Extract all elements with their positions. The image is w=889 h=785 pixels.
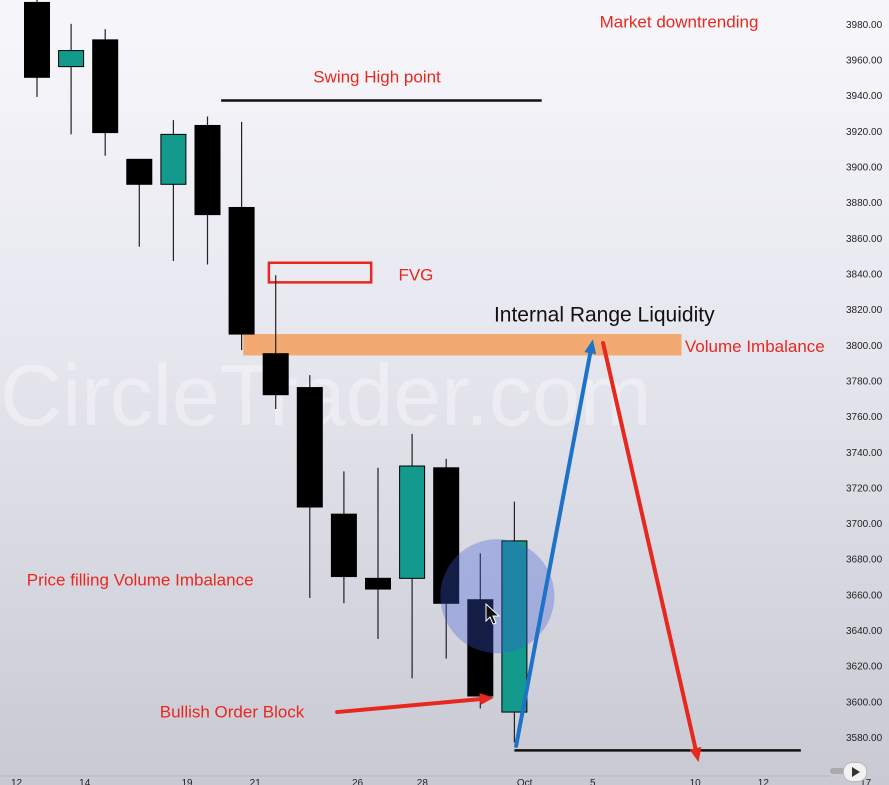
y-tick-label: 3600.00 [846,697,883,708]
candle-body [24,1,50,78]
arrow-head [584,339,597,355]
x-tick-label: 14 [79,778,91,785]
candle [501,501,528,743]
candle [126,158,153,247]
y-tick-label: 3660.00 [846,590,883,601]
y-tick-label: 3620.00 [846,662,883,673]
x-tick-label: 17 [860,778,872,785]
timeline-slider[interactable] [830,768,848,774]
candle [160,120,187,261]
watermark-text: CircleTrader.com [0,348,652,444]
y-tick-label: 3920.00 [846,127,883,138]
candle [296,375,323,598]
candle-body [501,540,528,713]
y-tick-label: 3760.00 [846,412,883,423]
y-tick-label: 3960.00 [846,55,883,66]
candle-body [228,206,255,335]
candle [24,0,50,97]
y-tick-label: 3680.00 [846,555,883,566]
annotation-bullish_ob: Bullish Order Block [160,702,305,721]
x-tick-label: 5 [590,778,596,785]
red-arrow [601,340,702,762]
y-tick-label: 3940.00 [846,91,883,102]
candle-body [194,124,221,216]
candle [92,29,119,156]
candle-body [330,513,357,578]
y-tick-label: 3820.00 [846,305,883,316]
candle-body [262,353,289,396]
volume-imbalance-zone [243,334,682,356]
y-tick-label: 3840.00 [846,269,883,280]
annotation-irl: Internal Range Liquidity [494,304,715,327]
candle-body [58,50,85,68]
y-tick-label: 3580.00 [846,733,883,744]
arrow-shaft [601,340,698,751]
candle-body [433,467,460,604]
candle-body [126,158,153,185]
y-tick-label: 3700.00 [846,519,883,530]
candle [228,121,255,351]
y-tick-label: 3740.00 [846,448,883,459]
x-tick-label: Oct [517,778,533,785]
x-tick-label: 10 [690,778,702,785]
candle-body [399,465,426,579]
arrow-shaft [335,697,482,715]
y-tick-label: 3800.00 [846,341,883,352]
candle-body [365,577,391,590]
arrow-head [689,747,702,762]
x-tick-label: 28 [417,778,429,785]
x-tick-label: 12 [758,778,770,785]
annotation-swing_high: Swing High point [313,68,441,87]
candle [399,433,426,679]
play-icon[interactable] [843,762,867,782]
x-tick-label: 21 [250,778,262,785]
y-tick-label: 3880.00 [846,198,883,209]
order-block-pointer [335,693,494,715]
candle-body [92,39,119,134]
y-tick-label: 3720.00 [846,483,883,494]
candle [194,116,221,265]
blue-arrow [514,339,597,748]
x-tick-label: 12 [11,778,23,785]
y-tick-label: 3860.00 [846,234,883,245]
annotation-market_down: Market downtrending [600,12,759,31]
x-tick-label: 26 [352,778,364,785]
y-tick-label: 3640.00 [846,626,883,637]
candle [365,467,391,639]
arrow-head [479,693,494,706]
candle [330,471,357,604]
annotation-vol_imb: Volume Imbalance [685,337,825,356]
y-tick-label: 3780.00 [846,376,883,387]
fvg-box [267,261,373,284]
candle [262,275,289,409]
y-tick-label: 3980.00 [846,20,883,31]
candle-body [160,133,187,185]
annotation-fvg: FVG [398,266,433,285]
candle [433,458,460,659]
arrow-shaft [514,351,593,748]
x-tick-label: 19 [181,778,193,785]
candle [58,23,85,135]
candle-body [296,387,323,508]
y-tick-label: 3900.00 [846,162,883,173]
mouse-cursor-icon [485,602,501,625]
annotation-price_fill: Price filling Volume Imbalance [27,570,254,589]
order-block-circle [440,539,555,654]
